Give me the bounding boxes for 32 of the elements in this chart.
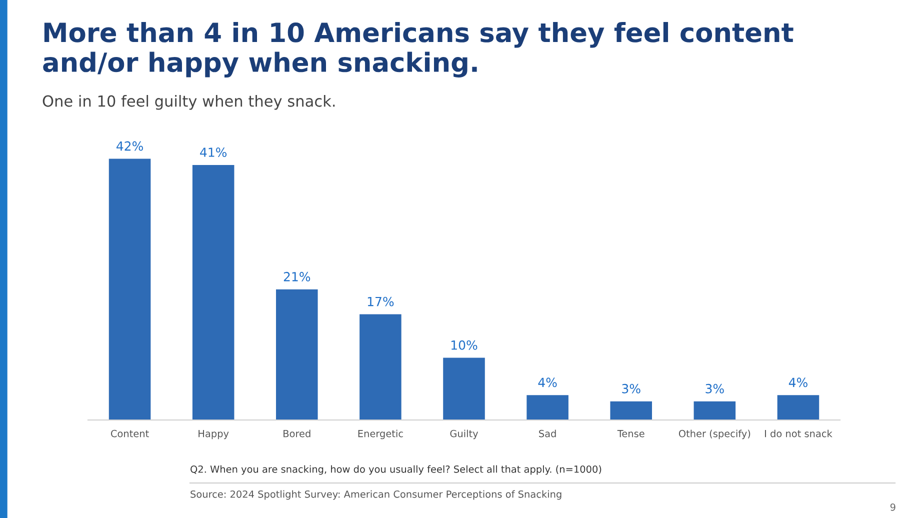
- text: 9: [890, 503, 896, 511]
- bar: [360, 314, 402, 420]
- data-label: 17%: [368, 296, 394, 306]
- x-tick-label: Bored: [284, 430, 310, 438]
- data-label: 42%: [116, 141, 143, 151]
- bar: [192, 164, 234, 420]
- data-label: 3%: [622, 384, 640, 394]
- data-label: 21%: [284, 272, 310, 282]
- bar: [610, 401, 652, 420]
- source-note: Source: 2024 Spotlight Survey: American Consumer Perceptions of Snacking: [190, 490, 562, 500]
- x-tick-label: Guilty: [450, 430, 478, 440]
- x-tick-label: Other (specify): [678, 430, 750, 440]
- bar: [526, 395, 568, 420]
- text: Q2. When you are snacking, how do you usually feel? Select all that apply. (n=1000): [190, 465, 602, 475]
- data-label: 10%: [451, 340, 478, 350]
- x-tick-label: Energetic: [358, 430, 403, 440]
- data-label: 3%: [706, 384, 724, 394]
- x-tick-label: I do not snack: [765, 430, 832, 438]
- bar: [777, 395, 820, 420]
- chart-title: More than 4 in 10 Americans say they feel content and/or happy when snacking.: [43, 22, 794, 78]
- data-label: 4%: [538, 378, 557, 388]
- data-label: 4%: [788, 378, 808, 388]
- bar: [443, 358, 485, 420]
- bar: [276, 289, 318, 420]
- x-tick-label: Sad: [539, 430, 556, 438]
- x-tick-label: Content: [110, 430, 149, 438]
- x-tick-label: Happy: [198, 430, 229, 440]
- x-tick-label: Tense: [617, 430, 644, 438]
- bar: [108, 158, 151, 420]
- data-label: 41%: [200, 148, 227, 157]
- chart-subtitle: One in 10 feel guilty when they snack.: [42, 95, 335, 110]
- bar: [694, 401, 736, 420]
